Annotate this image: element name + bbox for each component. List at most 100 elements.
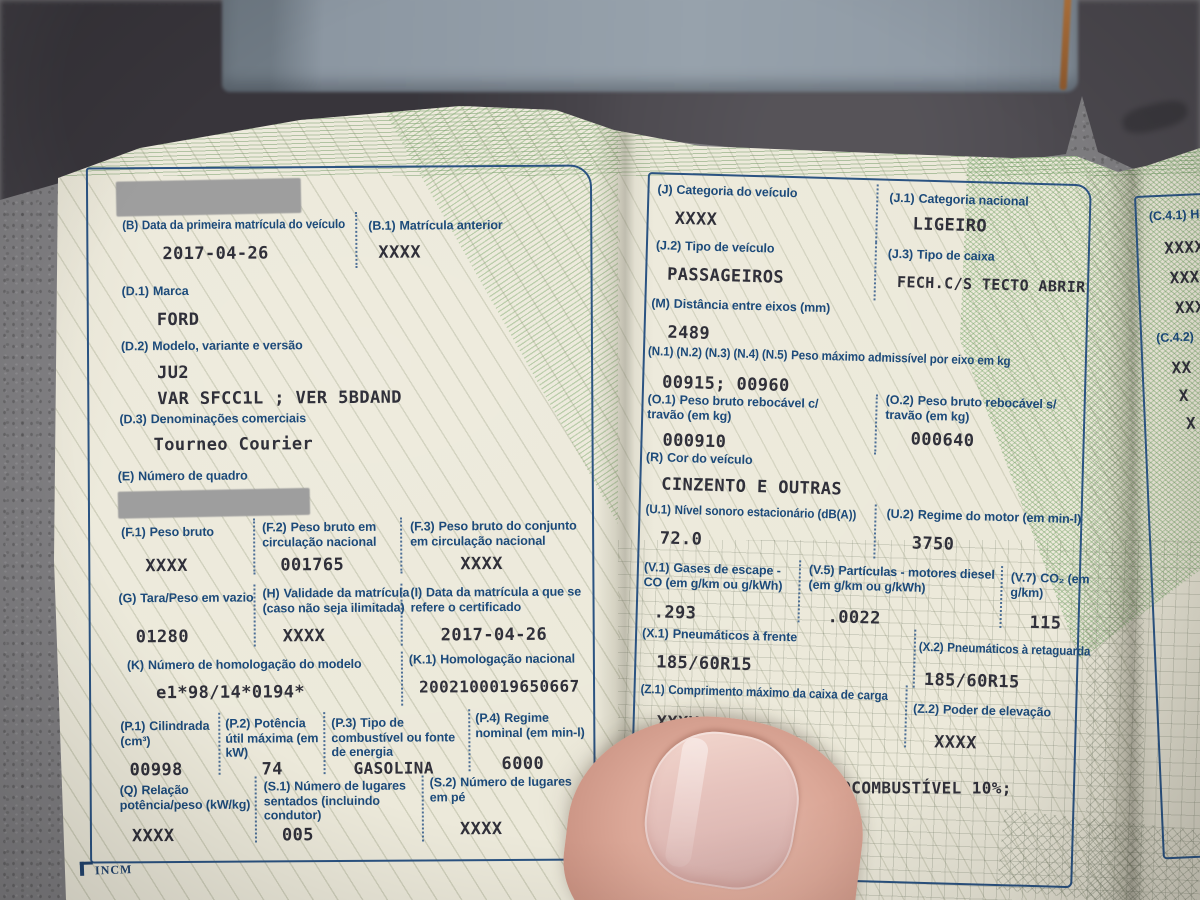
field-J1-value: LIGEIRO	[912, 214, 988, 237]
field-D2-label: (D.2) Modelo, variante e versão	[120, 338, 303, 354]
field-Q-value: XXXX	[131, 826, 175, 847]
field-C41-label: (C.4.1) Her	[1148, 206, 1200, 224]
separator	[323, 712, 326, 775]
field-Z2-label: (Z.2) Poder de elevação	[912, 701, 1052, 720]
separator	[253, 584, 256, 647]
field-C41-value: XXXX	[1169, 266, 1200, 288]
field-J3-value: FECH.C/S TECTO ABRIR	[896, 272, 1086, 297]
separator	[912, 629, 917, 688]
field-F2-label: (F.2) Peso bruto em circulação nacional	[262, 519, 377, 549]
field-O2-label: (O.2) Peso bruto rebocável s/ travão (em …	[885, 392, 1057, 424]
field-P1-label: (P.1) Cilindrada (cm³)	[120, 718, 210, 748]
left-page-frame: (B) Data da primeira matrícula do veículo…	[85, 164, 597, 864]
field-P3-label: (P.3) Tipo de combustível ou fonte de ene…	[331, 715, 456, 760]
field-V7-label: (V.7) CO₂ (em g/km)	[1010, 570, 1090, 600]
field-S1-value: 005	[281, 825, 314, 846]
separator	[218, 712, 221, 775]
field-X2-label: (X.2) Pneumáticos à retaguarda	[918, 639, 1091, 659]
field-F3-label: (F.3) Peso bruto do conjunto em circulaçã…	[410, 518, 577, 549]
field-D3-value: Tourneo Courier	[153, 434, 314, 456]
incm-logo: INCM	[79, 860, 133, 879]
field-V5-value: .0022	[827, 607, 882, 629]
field-X2-value: 185/60R15	[923, 669, 1020, 693]
field-Z2-value: XXXX	[933, 732, 977, 754]
separator	[873, 504, 877, 559]
field-U2-value: 3750	[911, 533, 955, 555]
separator	[400, 651, 404, 706]
field-H-label: (H) Validade da matrícula (caso não seja …	[262, 585, 410, 615]
field-I-label: (I) Data da matrícula a que se refere o c…	[410, 584, 582, 615]
field-P4-value: 6000	[501, 753, 545, 775]
margin-crosshatch	[1086, 170, 1144, 900]
field-C42-value: X	[1185, 413, 1197, 433]
field-J2-label: (J.2) Tipo de veículo	[655, 238, 775, 256]
field-J3-label: (J.3) Tipo de caixa	[887, 246, 995, 264]
field-V7-value: 115	[1029, 612, 1062, 634]
field-R-value: CINZENTO E OUTRAS	[661, 474, 843, 500]
field-S2-value: XXXX	[459, 819, 503, 840]
concrete-slab	[222, 0, 1078, 92]
field-K1-value: 2002100019650667	[419, 676, 580, 697]
field-C41-value: XXXX	[1163, 236, 1200, 258]
field-P1-value: 00998	[129, 759, 183, 781]
field-R-label: (R) Cor do veículo	[645, 450, 753, 468]
field-D2-value1: JU2	[157, 362, 190, 384]
redaction-box	[117, 487, 311, 519]
separator	[468, 709, 471, 772]
redaction-box	[115, 177, 302, 217]
field-B1-value: XXXX	[378, 242, 422, 263]
field-U1-value: 72.0	[659, 528, 703, 550]
field-X1-value: 185/60R15	[656, 652, 753, 676]
field-K1-label: (K.1) Homologação nacional	[408, 651, 576, 667]
field-M-value: 2489	[667, 322, 711, 344]
field-J-value: XXXX	[674, 208, 718, 230]
field-J2-value: PASSAGEIROS	[666, 264, 785, 288]
field-C42-label: (C.4.2)	[1155, 329, 1195, 346]
field-N-label: (N.1) (N.2) (N.3) (N.4) (N.5) Peso máximo…	[647, 344, 1011, 369]
field-D3-label: (D.3) Denominações comerciais	[119, 411, 307, 427]
incm-mark-icon	[79, 861, 94, 876]
field-V1-value: .293	[653, 602, 697, 624]
field-B1-label: (B.1) Matrícula anterior	[368, 218, 503, 233]
field-K-label: (K) Número de homologação do modelo	[126, 656, 362, 673]
field-V1-label: (V.1) Gases de escape - CO (em g/km ou g/…	[643, 560, 783, 593]
field-X1-label: (X.1) Pneumáticos à frente	[641, 626, 798, 645]
field-M-label: (M) Distância entre eixos (mm)	[651, 296, 831, 316]
field-O1-label: (O.1) Peso bruto rebocável c/ travão (em …	[647, 392, 819, 423]
field-K-value: e1*98/14*0194*	[156, 682, 306, 704]
field-G-value: 01280	[135, 626, 189, 648]
separator	[400, 583, 403, 646]
separator	[400, 517, 403, 574]
separator	[904, 685, 908, 748]
field-F1-label: (F.1) Peso bruto	[121, 524, 214, 540]
field-O2-value: 000640	[910, 429, 975, 452]
field-J-label: (J) Categoria do veículo	[657, 182, 798, 201]
field-J1-label: (J.1) Categoria nacional	[889, 190, 1029, 209]
field-D1-value: FORD	[156, 309, 200, 331]
field-F1-value: XXXX	[145, 555, 188, 577]
separator	[874, 394, 878, 455]
field-F2-value: 001765	[280, 554, 345, 576]
thumb	[553, 699, 876, 900]
field-P2-value: 74	[261, 759, 283, 780]
field-V5-label: (V.5) Partículas - motores diesel (em g/k…	[808, 562, 995, 595]
field-E-label: (E) Número de quadro	[117, 468, 248, 484]
field-H-value: XXXX	[282, 626, 326, 647]
field-P2-label: (P.2) Potência útil máxima (em kW)	[225, 716, 319, 760]
field-C42-value: X	[1178, 385, 1190, 406]
field-B-label: (B) Data da primeira matrícula do veículo	[122, 216, 346, 233]
field-C42-value: XX	[1171, 357, 1193, 378]
separator	[253, 518, 256, 575]
separator	[875, 184, 879, 243]
field-D2-value2: VAR SFCC1L ; VER 5BDAND	[157, 387, 402, 410]
field-U2-label: (U.2) Regime do motor (em min-l)	[886, 506, 1082, 527]
separator	[355, 211, 358, 268]
field-Q-label: (Q) Relação potência/peso (kW/kg)	[119, 782, 251, 812]
field-D1-label: (D.1) Marca	[121, 283, 189, 299]
separator	[873, 242, 878, 301]
field-O1-value: 000910	[662, 430, 727, 453]
field-U1-label: (U.1) Nível sonoro estacionário (dB(A))	[645, 502, 857, 522]
field-F3-value: XXXX	[460, 554, 503, 575]
field-S1-label: (S.1) Número de lugares sentados (incluin…	[263, 778, 406, 823]
